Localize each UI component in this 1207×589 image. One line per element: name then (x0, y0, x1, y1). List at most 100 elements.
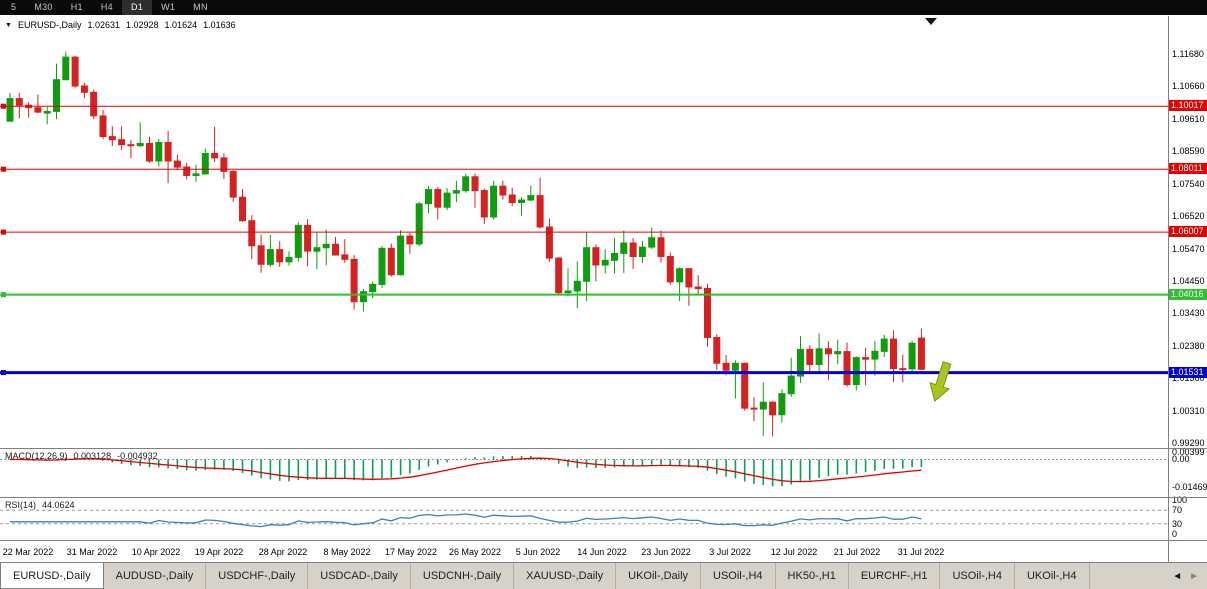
tab-scroll-arrows: ◄ ► (1164, 563, 1207, 589)
chart-tabs: EURUSD-,Daily AUDUSD-,Daily USDCHF-,Daily U… (0, 563, 1164, 589)
date-label: 23 Jun 2022 (641, 547, 691, 557)
panel-separator[interactable] (0, 497, 1207, 498)
hline-handle[interactable] (1, 166, 6, 172)
tab-eurusd-daily[interactable]: EURUSD-,Daily (0, 563, 104, 589)
tab-xauusd-daily[interactable]: XAUUSD-,Daily (514, 563, 617, 589)
tab-audusd-daily[interactable]: AUDUSD-,Daily (104, 563, 207, 589)
chart-collapse-icon[interactable]: ▼ (5, 21, 12, 29)
chart-title: ▼ EURUSD-,Daily 1.02631 1.02928 1.01624 … (5, 20, 236, 30)
date-label: 10 Apr 2022 (131, 547, 181, 557)
tab-usdchf-daily[interactable]: USDCHF-,Daily (206, 563, 309, 589)
period-button-d1[interactable]: D1 (121, 0, 153, 15)
price-tag-1.08011: 1.08011 (1169, 163, 1207, 174)
price-axis-label: 1.02380 (1172, 341, 1205, 351)
tab-usdcad-daily[interactable]: USDCAD-,Daily (308, 563, 411, 589)
date-label: 8 May 2022 (323, 547, 371, 557)
tab-hk50-h1[interactable]: HK50-,H1 (776, 563, 849, 589)
chart-close-value: 1.01636 (203, 20, 236, 30)
date-label: 31 Jul 2022 (897, 547, 945, 557)
period-button-h1[interactable]: H1 (70, 2, 83, 12)
candles (6, 51, 925, 437)
price-axis-label: 1.04450 (1172, 276, 1205, 286)
tab-usoil-h4[interactable]: USOil-,H4 (940, 563, 1015, 589)
date-label: 21 Jul 2022 (833, 547, 881, 557)
rsi-axis-label: 30 (1172, 519, 1183, 529)
price-axis-label: 1.07540 (1172, 179, 1205, 189)
macd-axis-label: 0.00399 (1172, 447, 1205, 457)
price-chart-canvas[interactable] (0, 16, 1168, 448)
tab-ukoil-daily[interactable]: UKOil-,Daily (616, 563, 702, 589)
price-axis-label: 1.10660 (1172, 81, 1205, 91)
macd-canvas[interactable] (0, 449, 1168, 497)
hline-handle[interactable] (1, 370, 6, 376)
macd-label: MACD(12,26,9) (5, 451, 68, 461)
period-button-h4[interactable]: H4 (100, 2, 113, 12)
rsi-axis-label: 100 (1172, 495, 1188, 505)
date-label: 31 Mar 2022 (66, 547, 118, 557)
hline-handle[interactable] (1, 103, 6, 109)
timeframe-toolbar: 5 M30 H1 H4 D1 W1 MN (0, 0, 1207, 15)
date-label: 17 May 2022 (384, 547, 438, 557)
price-tag-1.10017: 1.10017 (1169, 100, 1207, 111)
price-axis-label: 1.06520 (1172, 211, 1205, 221)
panel-separator (0, 540, 1207, 541)
rsi-title: RSI(14) 44.0624 (5, 500, 75, 510)
macd-main-value: 0.003128 (73, 451, 112, 461)
price-axis-label: 0.99290 (1172, 438, 1205, 448)
panel-separator (0, 562, 1207, 563)
price-axis-label: 1.00310 (1172, 406, 1205, 416)
price-chart-panel[interactable]: ▼ EURUSD-,Daily 1.02631 1.02928 1.01624 … (0, 16, 1168, 448)
chart-shift-marker-icon[interactable] (925, 18, 937, 25)
date-label: 19 Apr 2022 (194, 547, 244, 557)
tab-usoil-h4[interactable]: USOil-,H4 (701, 563, 776, 589)
time-axis[interactable]: 22 Mar 2022 31 Mar 2022 10 Apr 2022 19 Apr … (0, 541, 1168, 562)
price-axis-label: 1.09610 (1172, 114, 1205, 124)
date-label: 5 Jun 2022 (515, 547, 561, 557)
rsi-axis-label: 0 (1172, 529, 1178, 539)
price-axis-label: 1.08590 (1172, 146, 1205, 156)
price-tag-1.06007: 1.06007 (1169, 226, 1207, 237)
tabs-scroll-right-button[interactable]: ► (1189, 570, 1199, 582)
rsi-canvas[interactable] (0, 498, 1168, 540)
period-button-mn[interactable]: MN (193, 2, 208, 12)
macd-panel[interactable]: MACD(12,26,9) 0.003128 -0.004932 (0, 449, 1168, 497)
price-axis-label: 1.05470 (1172, 244, 1205, 254)
date-label: 22 Mar 2022 (2, 547, 54, 557)
chart-open-value: 1.02631 (87, 20, 120, 30)
rsi-line (10, 513, 922, 528)
price-axis-label: 1.11680 (1172, 49, 1204, 59)
price-tag-1.01531: 1.01531 (1169, 367, 1207, 378)
date-label: 26 May 2022 (448, 547, 502, 557)
chart-symbol-label: EURUSD-,Daily (17, 20, 82, 30)
date-label: 3 Jul 2022 (709, 547, 751, 557)
price-axis-label: 1.01360 (1172, 373, 1205, 383)
period-button-5[interactable]: 5 (11, 2, 17, 12)
macd-axis-label: -0.01469 (1172, 482, 1207, 492)
tab-usdcnh-daily[interactable]: USDCNH-,Daily (411, 563, 515, 589)
panel-separator[interactable] (0, 448, 1207, 449)
down-arrow-annotation-icon[interactable] (925, 360, 956, 404)
macd-signal-value: -0.004932 (117, 451, 158, 461)
chart-tabs-bar: EURUSD-,Daily AUDUSD-,Daily USDCHF-,Daily U… (0, 563, 1207, 589)
tab-eurchf-h1[interactable]: EURCHF-,H1 (849, 563, 941, 589)
rsi-axis-label: 70 (1172, 505, 1183, 515)
macd-axis-label: 0.00 (1172, 454, 1190, 464)
price-axis-label: 1.03430 (1172, 308, 1205, 318)
period-button-m30[interactable]: M30 (34, 2, 53, 12)
date-label: 12 Jul 2022 (770, 547, 818, 557)
rsi-panel[interactable]: RSI(14) 44.0624 (0, 498, 1168, 540)
date-label: 14 Jun 2022 (577, 547, 627, 557)
tab-ukoil-h4[interactable]: UKOil-,H4 (1015, 563, 1090, 589)
period-button-w1[interactable]: W1 (161, 2, 176, 12)
hline-handle[interactable] (1, 229, 6, 235)
hline-handle[interactable] (1, 292, 6, 298)
tabs-scroll-left-button[interactable]: ◄ (1172, 570, 1183, 582)
price-tag-1.04016: 1.04016 (1169, 289, 1207, 300)
macd-title: MACD(12,26,9) 0.003128 -0.004932 (5, 451, 158, 461)
date-label: 28 Apr 2022 (258, 547, 308, 557)
chart-low-value: 1.01624 (164, 20, 198, 30)
macd-signal-line (10, 457, 922, 483)
price-axis[interactable]: 1.11680 1.10660 1.09610 1.08590 1.07540 1.065… (1168, 16, 1207, 562)
rsi-label: RSI(14) (5, 500, 37, 510)
rsi-value: 44.0624 (42, 500, 75, 510)
